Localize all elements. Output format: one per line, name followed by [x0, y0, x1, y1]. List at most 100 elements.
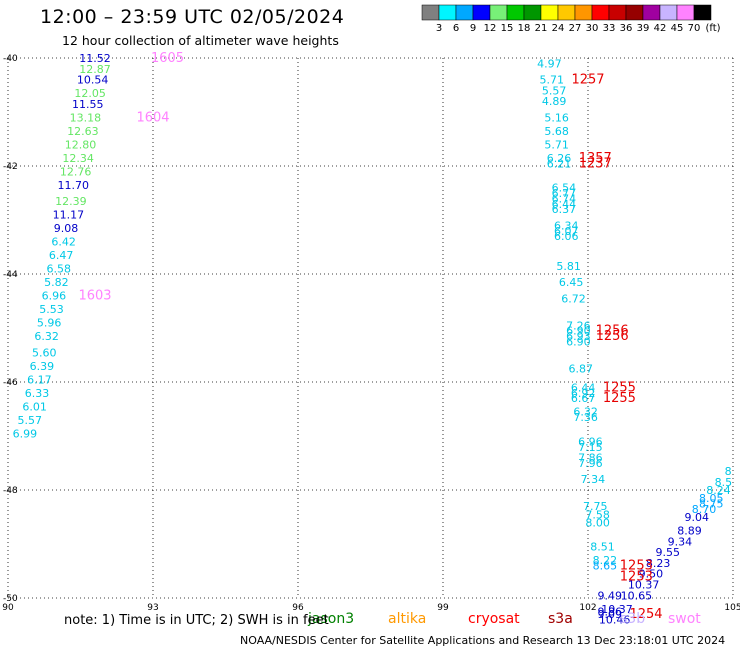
wave-height-label: 11.52 — [79, 52, 111, 65]
time-label: 1253 — [620, 569, 653, 584]
wave-height-label: 6.90 — [566, 336, 591, 349]
wave-height-label: 11.70 — [58, 179, 90, 192]
y-tick-label: -42 — [3, 162, 18, 172]
wave-height-label: 7.34 — [581, 473, 606, 486]
wave-height-label: 6.96 — [42, 290, 67, 303]
y-tick-label: -46 — [3, 378, 18, 388]
wave-height-label: 7.58 — [585, 508, 610, 521]
x-tick-label: 90 — [2, 603, 14, 613]
wave-height-label: 11.55 — [72, 98, 104, 111]
wave-height-label: 6.45 — [559, 276, 584, 289]
wave-height-label: 6.74 — [552, 192, 577, 205]
time-label: 1603 — [78, 289, 111, 304]
wave-height-label: 6.47 — [49, 249, 74, 262]
wave-height-label: 9.49 — [598, 589, 623, 602]
wave-height-label: 6.54 — [552, 182, 577, 195]
time-label: 1605 — [151, 51, 184, 66]
wave-height-label: 7.96 — [578, 457, 603, 470]
x-tick-label: 102 — [579, 603, 596, 613]
legend-item-s3a: s3a — [548, 611, 573, 627]
wave-height-label: 8.05 — [699, 492, 724, 505]
wave-height-label: 5.96 — [37, 317, 62, 330]
time-label: 1256 — [596, 324, 629, 339]
wave-height-label: 5.60 — [32, 346, 57, 359]
wave-height-label: 5.71 — [544, 138, 569, 151]
wave-height-label: 12.80 — [65, 138, 97, 151]
wave-height-label: 5.16 — [544, 111, 569, 124]
wave-height-label: 7.26 — [566, 319, 591, 332]
x-tick-label: 96 — [292, 603, 304, 613]
wave-height-label: 6.17 — [27, 373, 52, 386]
wave-height-label: 9.09 — [598, 608, 623, 621]
wave-height-label: 9.08 — [54, 222, 79, 235]
legend-item-altika: altika — [388, 611, 427, 627]
page-subtitle: 12 hour collection of altimeter wave hei… — [62, 33, 339, 48]
satellite-legend: jason3 altika cryosat s3a s3b swot — [0, 611, 740, 631]
wave-height-label: 6.37 — [552, 203, 577, 216]
wave-height-label: 6.42 — [51, 236, 76, 249]
wave-height-label: 12.63 — [67, 125, 99, 138]
wave-height-label: 10.65 — [621, 589, 653, 602]
wave-height-label: 9.55 — [656, 546, 681, 559]
legend-item-s3b: s3b — [620, 611, 646, 627]
wave-height-label: 5.53 — [39, 303, 64, 316]
wave-height-label: 8.89 — [677, 525, 702, 538]
x-tick-label: 105 — [724, 603, 740, 613]
wave-height-label: 4.97 — [537, 57, 562, 70]
wave-height-label: 10.37 — [628, 579, 660, 592]
wave-height-label: 8.24 — [706, 484, 731, 497]
wave-height-label: 8 — [725, 465, 732, 478]
wave-height-label: 12.87 — [79, 63, 111, 76]
wave-height-label: 6.32 — [34, 330, 59, 343]
legend-item-swot: swot — [668, 611, 701, 627]
time-label: 1237 — [579, 156, 612, 171]
wave-height-label: 8.75 — [699, 498, 724, 511]
wave-height-label: 6.72 — [561, 292, 586, 305]
time-label: 1357 — [579, 151, 612, 166]
time-label: 1604 — [136, 110, 169, 125]
time-label: 1257 — [571, 73, 604, 88]
wave-height-label: 5.71 — [540, 74, 565, 87]
wave-height-label: 7.36 — [573, 411, 598, 424]
wave-height-label: 9.86 — [598, 606, 623, 619]
wave-height-label: 6.96 — [578, 435, 603, 448]
wave-height-label: 6.77 — [552, 187, 577, 200]
wave-height-label: 9.34 — [668, 535, 693, 548]
wave-height-label: 4.89 — [542, 95, 567, 108]
wave-height-label: 5.82 — [44, 276, 69, 289]
wave-height-label: 8.23 — [646, 557, 671, 570]
footer-credit: NOAA/NESDIS Center for Satellite Applica… — [240, 634, 726, 647]
wave-height-label: 8.51 — [590, 541, 615, 554]
wave-height-label: 5.81 — [556, 260, 581, 273]
time-label: 1253 — [620, 559, 653, 574]
wave-height-label: 11.17 — [53, 209, 85, 222]
x-tick-label: 93 — [147, 603, 158, 613]
wave-height-label: 12.76 — [60, 165, 92, 178]
time-label: 1254 — [629, 607, 662, 622]
time-label: 1255 — [603, 391, 636, 406]
wave-height-label: 6.06 — [554, 230, 579, 243]
wave-height-label: 10.37 — [601, 603, 633, 616]
y-tick-label: -44 — [3, 270, 18, 280]
wave-height-label: 6.93 — [566, 330, 591, 343]
legend-item-cryosat: cryosat — [468, 611, 520, 627]
wave-height-label: 6.01 — [22, 400, 47, 413]
wave-height-label: 9.50 — [639, 568, 664, 581]
wave-height-label: 8.70 — [692, 503, 717, 516]
wave-height-label: 6.39 — [30, 360, 55, 373]
page-title: 12:00 – 23:59 UTC 02/05/2024 — [40, 6, 345, 28]
wave-height-label: 7.75 — [583, 500, 608, 513]
wave-height-label: 13.18 — [70, 111, 102, 124]
y-tick-label: -48 — [3, 486, 18, 496]
wave-height-label: 9.04 — [685, 511, 710, 524]
x-tick-label: 99 — [437, 603, 449, 613]
wave-height-label: 7.15 — [578, 441, 603, 454]
wave-height-label: 8.5 — [715, 476, 733, 489]
time-label: 1255 — [603, 380, 636, 395]
wave-height-label: 5.57 — [542, 84, 567, 97]
wave-height-label: 10.46 — [599, 614, 631, 627]
wave-height-label: 10.54 — [77, 74, 109, 87]
wave-height-label: 12.34 — [62, 152, 94, 165]
wave-height-label: 8.22 — [593, 554, 618, 567]
wave-height-label: 8.65 — [593, 560, 618, 573]
